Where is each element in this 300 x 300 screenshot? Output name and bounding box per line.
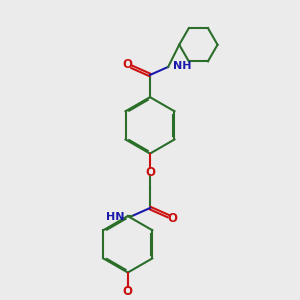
Text: O: O (123, 58, 133, 71)
Text: NH: NH (173, 61, 192, 71)
Text: O: O (145, 166, 155, 179)
Text: HN: HN (106, 212, 125, 222)
Text: O: O (167, 212, 177, 225)
Text: O: O (123, 285, 133, 298)
